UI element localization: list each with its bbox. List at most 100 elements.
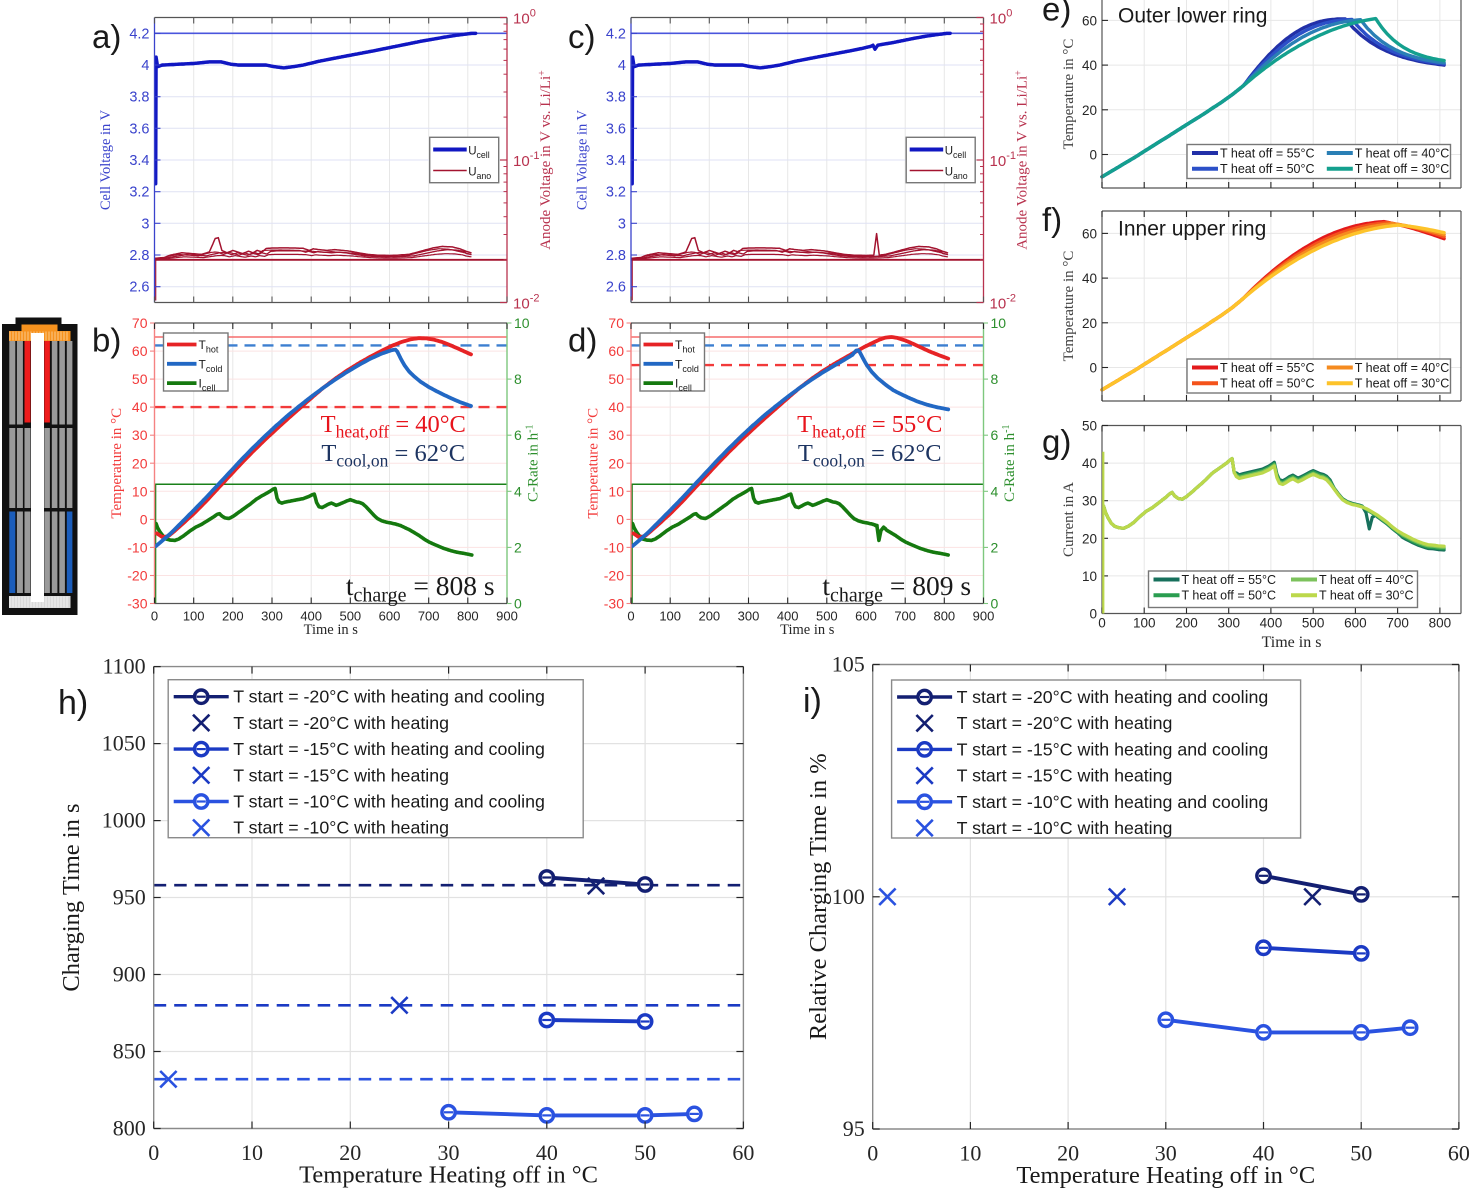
svg-text:10: 10 [514,315,530,331]
svg-text:2.8: 2.8 [606,248,626,264]
svg-text:100: 100 [1133,616,1156,631]
svg-text:70: 70 [608,315,624,331]
svg-text:Uano: Uano [945,166,968,181]
svg-text:T heat off = 50°C: T heat off = 50°C [1182,589,1277,603]
svg-text:3: 3 [141,216,149,232]
svg-text:Anode Voltage in V vs. Li/Li+: Anode Voltage in V vs. Li/Li+ [537,70,554,250]
svg-text:600: 600 [1344,616,1367,631]
svg-text:Temperature Heating off in °C: Temperature Heating off in °C [299,1162,598,1188]
svg-text:8: 8 [514,371,522,387]
svg-text:20: 20 [132,455,148,471]
svg-text:0: 0 [1089,360,1097,375]
svg-text:10: 10 [991,315,1007,331]
svg-text:60: 60 [1082,226,1097,241]
svg-text:Tcool,on = 62°C: Tcool,on = 62°C [798,440,942,471]
svg-text:40: 40 [132,399,148,415]
svg-text:6: 6 [514,427,522,443]
svg-text:d): d) [568,322,597,359]
svg-text:T start = -15°C with heating: T start = -15°C with heating [957,766,1173,786]
svg-text:Time in s: Time in s [1262,634,1322,651]
svg-text:10: 10 [608,483,624,499]
svg-text:-20: -20 [127,567,147,583]
svg-text:500: 500 [1302,616,1325,631]
svg-text:Relative Charging Time in %: Relative Charging Time in % [805,753,832,1040]
svg-text:2.8: 2.8 [129,248,149,264]
svg-text:Cell Voltage in V: Cell Voltage in V [98,109,114,210]
svg-text:10: 10 [959,1141,981,1166]
svg-text:800: 800 [1429,616,1452,631]
svg-text:3.4: 3.4 [129,153,149,169]
svg-text:4: 4 [141,58,149,74]
svg-text:Current in A: Current in A [1061,482,1077,557]
svg-text:Anode Voltage in V vs. Li/Li+: Anode Voltage in V vs. Li/Li+ [1014,70,1031,250]
svg-text:C-Rate in h-1: C-Rate in h-1 [1001,425,1018,503]
svg-text:40: 40 [1082,456,1097,471]
svg-text:Ucell: Ucell [468,145,490,160]
svg-text:100: 100 [659,609,681,624]
svg-text:T heat off = 55°C: T heat off = 55°C [1182,573,1277,587]
svg-text:Temperature Heating off in °C: Temperature Heating off in °C [1016,1162,1315,1188]
svg-text:3.4: 3.4 [606,153,626,169]
svg-text:4.2: 4.2 [606,26,626,42]
svg-text:T start = -15°C with heating a: T start = -15°C with heating and cooling [957,739,1269,759]
svg-text:Temperature in °C: Temperature in °C [1061,251,1077,362]
svg-text:T heat off = 40°C: T heat off = 40°C [1355,147,1450,161]
svg-text:3: 3 [618,216,626,232]
svg-text:T start = -15°C with heating a: T start = -15°C with heating and cooling [233,739,545,759]
svg-text:4: 4 [991,483,999,499]
svg-text:10: 10 [1082,569,1097,584]
svg-text:900: 900 [973,609,995,624]
svg-text:T start = -20°C with heating a: T start = -20°C with heating and cooling [957,687,1269,707]
svg-text:10-2: 10-2 [513,293,539,313]
svg-text:950: 950 [113,885,146,910]
svg-text:0: 0 [1089,607,1097,622]
svg-text:50: 50 [634,1140,656,1165]
svg-text:50: 50 [608,371,624,387]
svg-text:Charging Time in s: Charging Time in s [58,803,85,991]
svg-text:4.2: 4.2 [129,26,149,42]
svg-text:e): e) [1042,0,1071,28]
svg-text:0: 0 [627,609,634,624]
svg-text:10: 10 [132,483,148,499]
svg-text:70: 70 [132,315,148,331]
svg-text:b): b) [92,322,121,359]
svg-text:300: 300 [738,609,760,624]
svg-text:40: 40 [1082,58,1097,73]
svg-text:T start = -10°C with heating: T start = -10°C with heating [233,818,449,838]
svg-text:800: 800 [933,609,955,624]
svg-text:T heat off = 50°C: T heat off = 50°C [1220,377,1315,391]
svg-text:T start = -10°C with heating: T start = -10°C with heating [957,818,1173,838]
svg-text:10-1: 10-1 [990,150,1016,170]
svg-text:800: 800 [113,1116,146,1141]
svg-text:400: 400 [1260,616,1283,631]
svg-text:-30: -30 [604,596,624,612]
svg-text:300: 300 [1217,616,1240,631]
svg-text:T heat off = 40°C: T heat off = 40°C [1355,361,1450,375]
svg-text:Temperature in °C: Temperature in °C [109,408,125,519]
svg-text:95: 95 [843,1116,865,1141]
svg-text:i): i) [803,682,822,720]
svg-text:Outer lower ring: Outer lower ring [1118,5,1267,28]
svg-text:Temperature in °C: Temperature in °C [1061,39,1077,150]
svg-text:40: 40 [1253,1141,1275,1166]
svg-text:-10: -10 [604,539,624,555]
svg-text:T heat off = 50°C: T heat off = 50°C [1220,162,1315,176]
svg-text:600: 600 [379,609,401,624]
svg-text:T heat off = 40°C: T heat off = 40°C [1319,573,1414,587]
svg-text:4: 4 [514,483,522,499]
svg-text:20: 20 [1082,103,1097,118]
svg-text:0: 0 [991,596,999,612]
svg-text:30: 30 [1155,1141,1177,1166]
svg-text:0: 0 [148,1140,159,1165]
svg-text:Cell Voltage in V: Cell Voltage in V [575,109,591,210]
svg-text:0: 0 [1098,616,1106,631]
svg-text:T start = -20°C with heating: T start = -20°C with heating [233,713,449,733]
svg-text:50: 50 [1082,419,1097,434]
svg-text:-20: -20 [604,567,624,583]
svg-text:10-2: 10-2 [990,293,1016,313]
svg-text:0: 0 [616,511,624,527]
svg-text:50: 50 [132,371,148,387]
svg-text:100: 100 [513,8,536,28]
svg-text:Temperature in °C: Temperature in °C [586,408,602,519]
svg-text:700: 700 [894,609,916,624]
